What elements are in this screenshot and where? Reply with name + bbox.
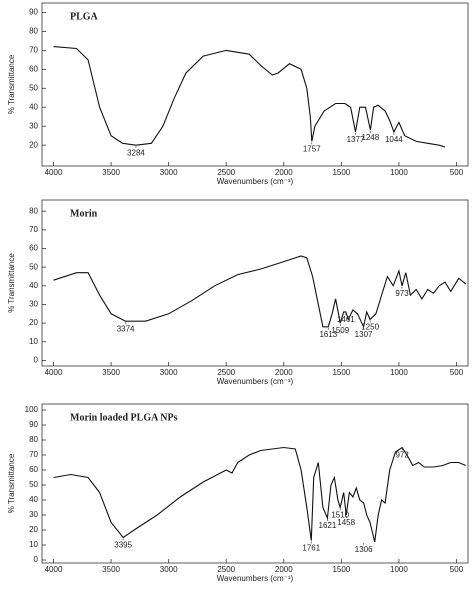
y-tick-label: 80 xyxy=(29,435,38,444)
peak-label: 1509 xyxy=(331,326,349,335)
x-tick-label: 1500 xyxy=(332,565,350,574)
y-tick-label: 70 xyxy=(29,45,38,54)
y-tick-label: 40 xyxy=(29,495,38,504)
x-tick-label: 1000 xyxy=(390,565,408,574)
x-tick-label: 3000 xyxy=(160,368,178,377)
y-tick-label: 40 xyxy=(29,102,38,111)
y-tick-label: 60 xyxy=(29,244,38,253)
peak-label: 1761 xyxy=(302,544,320,553)
peak-label: 1461 xyxy=(337,315,355,324)
x-tick-label: 3500 xyxy=(102,368,120,377)
plot-frame xyxy=(41,2,469,167)
spectrum-line xyxy=(53,255,467,329)
peak-label: 3284 xyxy=(127,148,145,157)
x-tick-label: 500 xyxy=(450,168,464,177)
peak-label: 1510 xyxy=(331,511,349,520)
y-tick-label: 90 xyxy=(29,8,38,17)
x-tick-label: 4000 xyxy=(45,168,63,177)
peak-label: 1377 xyxy=(347,135,365,144)
peak-label: 1613 xyxy=(319,330,337,339)
x-tick-label: 3500 xyxy=(102,565,120,574)
y-tick-label: 90 xyxy=(29,420,38,429)
spectrum-line xyxy=(53,446,466,543)
spectrum-line xyxy=(53,46,446,148)
y-tick-label: 80 xyxy=(29,206,38,215)
peak-label: 3395 xyxy=(114,541,132,550)
y-tick-label: 80 xyxy=(29,27,38,36)
x-tick-label: 2000 xyxy=(275,565,293,574)
y-tick-label: 60 xyxy=(29,64,38,73)
y-tick-label: 70 xyxy=(29,225,38,234)
x-axis-label: Wavenumbers (cm⁻¹) xyxy=(217,177,294,186)
y-axis-label: % Transmittance xyxy=(7,54,16,114)
y-axis-label: % Transmittance xyxy=(7,253,16,313)
y-tick-label: 10 xyxy=(29,337,38,346)
peak-label: 1621 xyxy=(319,521,337,530)
y-tick-label: 50 xyxy=(29,480,38,489)
x-tick-label: 3000 xyxy=(160,168,178,177)
x-tick-label: 2500 xyxy=(217,368,235,377)
y-tick-label: 0 xyxy=(34,555,39,564)
peak-label: 1306 xyxy=(355,545,373,554)
peak-label: 972 xyxy=(395,451,409,460)
x-tick-label: 4000 xyxy=(45,565,63,574)
chart-title: PLGA xyxy=(70,11,99,22)
peak-label: 3374 xyxy=(117,324,135,333)
y-axis-label: % Transmittance xyxy=(7,453,16,513)
chart-title: Morin loaded PLGA NPs xyxy=(70,412,178,423)
y-tick-label: 30 xyxy=(29,300,38,309)
chart-title: Morin xyxy=(70,208,98,219)
y-tick-label: 70 xyxy=(29,450,38,459)
peak-label: 1250 xyxy=(361,322,379,331)
y-tick-label: 50 xyxy=(29,83,38,92)
x-tick-label: 3000 xyxy=(160,565,178,574)
x-axis-label: Wavenumbers (cm⁻¹) xyxy=(217,574,294,583)
plot-frame xyxy=(41,403,469,564)
y-tick-label: 20 xyxy=(29,140,38,149)
y-tick-label: 60 xyxy=(29,465,38,474)
peak-label: 1248 xyxy=(361,133,379,142)
peak-label: 1458 xyxy=(337,518,355,527)
x-tick-label: 3500 xyxy=(102,168,120,177)
plot-frame xyxy=(41,199,469,367)
y-tick-label: 20 xyxy=(29,318,38,327)
y-tick-label: 20 xyxy=(29,525,38,534)
y-tick-label: 10 xyxy=(29,540,38,549)
y-tick-label: 0 xyxy=(34,356,39,365)
y-tick-label: 40 xyxy=(29,281,38,290)
x-tick-label: 2000 xyxy=(275,368,293,377)
y-tick-label: 30 xyxy=(29,121,38,130)
x-tick-label: 1500 xyxy=(332,168,350,177)
x-tick-label: 1500 xyxy=(332,368,350,377)
peak-label: 1307 xyxy=(355,330,373,339)
x-tick-label: 2500 xyxy=(217,168,235,177)
x-tick-label: 500 xyxy=(450,368,464,377)
x-tick-label: 1000 xyxy=(390,368,408,377)
y-tick-label: 30 xyxy=(29,510,38,519)
peak-label: 973 xyxy=(395,289,409,298)
peak-label: 1044 xyxy=(385,135,403,144)
peak-label: 1757 xyxy=(303,144,321,153)
x-axis-label: Wavenumbers (cm⁻¹) xyxy=(217,377,294,386)
x-tick-label: 2000 xyxy=(275,168,293,177)
x-tick-label: 500 xyxy=(450,565,464,574)
x-tick-label: 2500 xyxy=(217,565,235,574)
y-tick-label: 100 xyxy=(25,405,39,414)
x-tick-label: 4000 xyxy=(45,368,63,377)
y-tick-label: 50 xyxy=(29,262,38,271)
x-tick-label: 1000 xyxy=(390,168,408,177)
